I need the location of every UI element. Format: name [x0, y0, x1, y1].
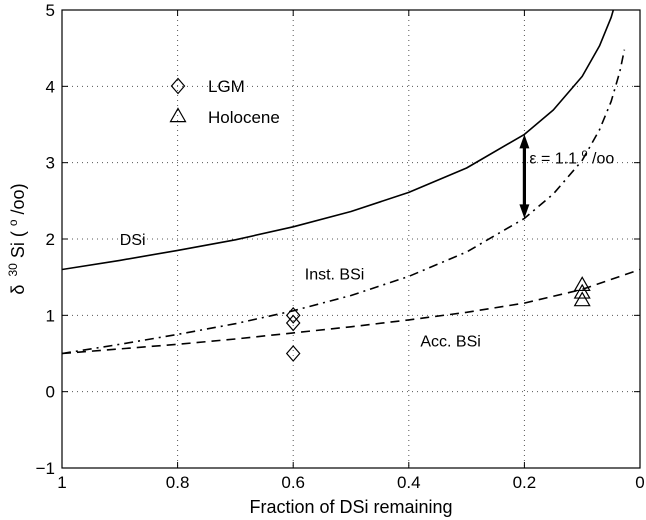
series-lines [62, 10, 640, 355]
x-tick-label-3: 0.4 [397, 473, 421, 492]
legend-lgm-label: LGM [208, 77, 245, 96]
y-tick-label-3: 2 [46, 230, 55, 249]
y-tick-label-0: −1 [36, 459, 55, 478]
legend-holocene-marker [169, 107, 187, 123]
legend-diamond-icon [170, 77, 186, 95]
y-tick-label-5: 4 [46, 77, 55, 96]
curve-label-inst-bsi: Inst. BSi [305, 266, 365, 283]
lgm-point-0 [285, 306, 301, 324]
gridlines [62, 10, 640, 468]
y-axis-title-delta: δ [8, 285, 28, 295]
y-tick-label-4: 3 [46, 154, 55, 173]
y-tick-label-6: 5 [46, 1, 55, 20]
data-points [285, 276, 591, 362]
epsilon-arrow-head-down [519, 204, 530, 219]
y-tick-label-2: 1 [46, 306, 55, 325]
plot-frame [61, 9, 641, 469]
x-tick-label-2: 0.6 [281, 473, 305, 492]
holocene-point-0 [573, 276, 591, 292]
legend-holocene-label: Holocene [208, 108, 280, 127]
axis-ticks [61, 9, 641, 469]
holocene-point-2 [573, 291, 591, 307]
x-axis-title: Fraction of DSi remaining [249, 497, 452, 517]
y-axis-title: δ 30 Si ( o /oo) [1, 183, 28, 294]
epsilon-annotation-unit: /oo [592, 150, 614, 167]
x-tick-label-5: 0 [635, 473, 644, 492]
legend-lgm-marker [170, 77, 186, 95]
lgm-point-1 [285, 314, 301, 332]
epsilon-arrow-head-up [519, 134, 530, 149]
legend: LGM Holocene [169, 77, 280, 127]
x-tick-label-4: 0.2 [513, 473, 537, 492]
y-axis-title-unit: /oo) [8, 183, 28, 214]
curve-label-acc-bsi: Acc. BSi [420, 334, 480, 351]
epsilon-arrow [519, 134, 530, 219]
y-axis-title-unit-sup: o [6, 219, 20, 226]
epsilon-annotation-value: ε = 1.1 [529, 150, 577, 167]
epsilon-annotation-unit-sup: o [581, 147, 587, 159]
series-line-dsi [62, 10, 615, 271]
legend-triangle-icon [169, 107, 187, 123]
x-tick-label-0: 1 [57, 473, 66, 492]
x-tick-label-1: 0.8 [166, 473, 190, 492]
y-tick-label-1: 0 [46, 383, 55, 402]
y-axis-title-si: Si ( [8, 231, 28, 258]
axis-labels: 1 0.8 0.6 0.4 0.2 0 −1 0 1 2 3 4 5 [36, 1, 645, 492]
y-axis-title-sup: 30 [6, 263, 20, 277]
lgm-point-2 [285, 345, 301, 362]
epsilon-annotation: ε = 1.1 o /oo [529, 143, 614, 167]
series-line-inst-bsi [62, 49, 626, 355]
series-line-acc-bsi [62, 268, 640, 355]
curve-label-dsi: DSi [120, 232, 146, 249]
holocene-point-1 [573, 283, 591, 299]
